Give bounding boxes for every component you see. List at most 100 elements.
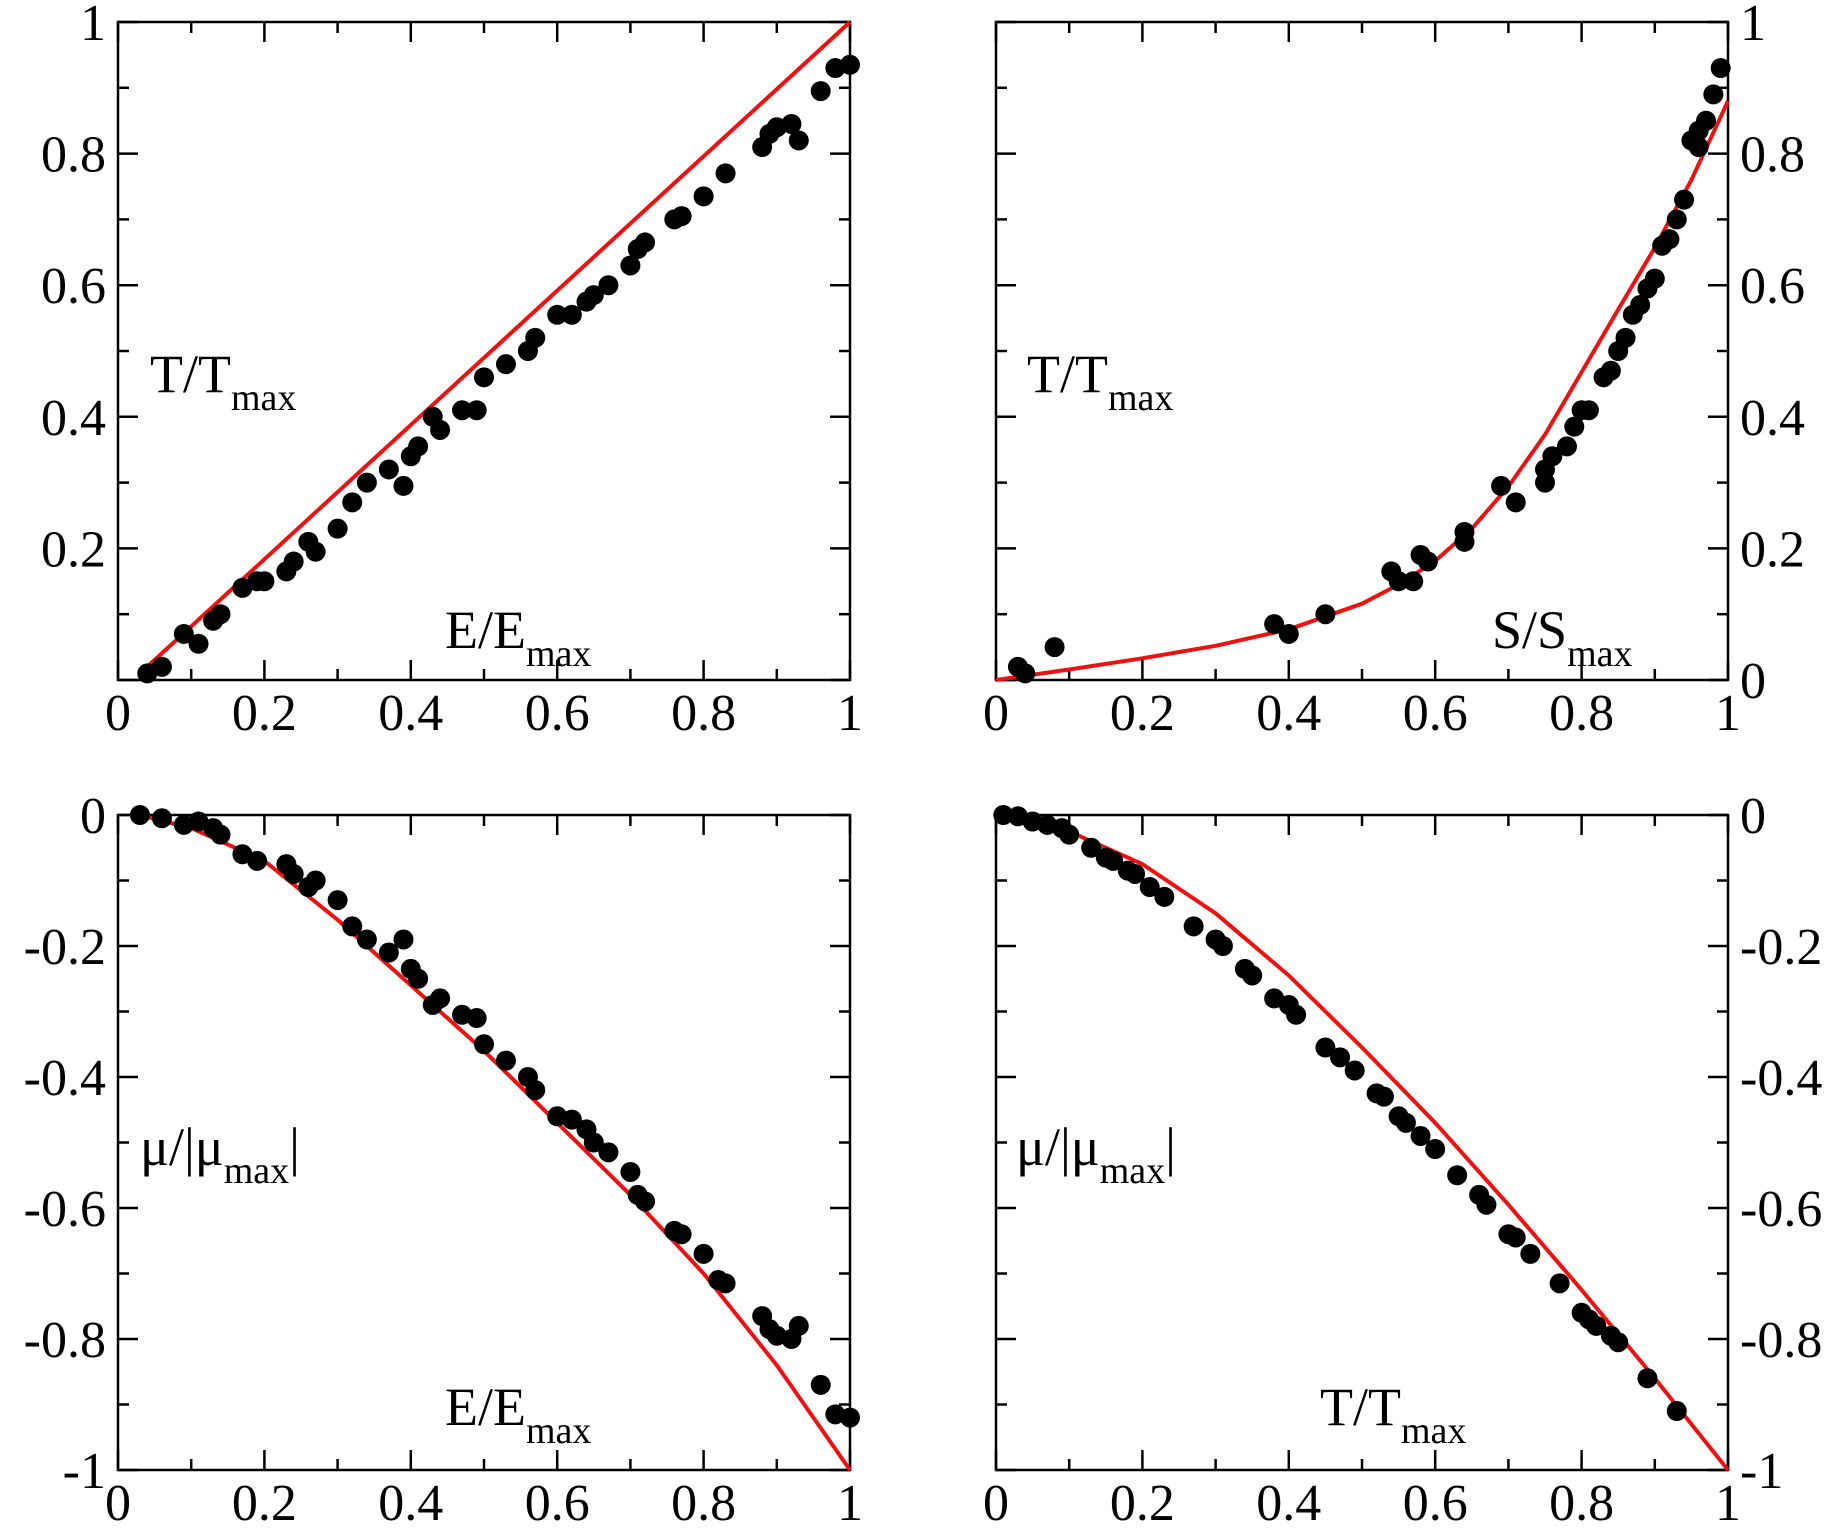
data-point [247, 850, 268, 871]
data-point [1666, 209, 1687, 230]
x-tick-label: 0.2 [1110, 1475, 1175, 1532]
x-tick-label: 0.4 [1256, 1475, 1321, 1532]
data-point [151, 656, 172, 677]
series-line-theory [995, 100, 1730, 682]
data-point [1278, 623, 1299, 644]
data-point [305, 870, 326, 891]
x-tick-label: 0.6 [1403, 1475, 1468, 1532]
data-point [466, 400, 487, 421]
data-point [1615, 327, 1636, 348]
data-point [1212, 936, 1233, 956]
x-tick-label: 0.2 [1110, 685, 1175, 742]
y-tick-label: -0.6 [1740, 1181, 1822, 1238]
panel-bottom-left: 0 0.2 0.4 0.6 0.8 1-1-0.8-0.6-0.4-0.20μ/|μmax… [24, 788, 863, 1532]
data-point [1710, 58, 1731, 79]
data-point [525, 327, 546, 348]
data-point [430, 988, 451, 1009]
data-point [1154, 886, 1175, 907]
data-point [1081, 837, 1102, 858]
x-tick-label: 0.8 [671, 685, 736, 742]
data-point [356, 929, 377, 950]
y-tick-label: 0 [1740, 653, 1766, 710]
data-point [693, 1243, 714, 1264]
x-axis-label-main: T/T [1320, 1377, 1401, 1437]
data-point [1630, 294, 1651, 315]
x-axis-label: E/Emax [445, 1377, 591, 1452]
x-tick-label: 1 [1715, 685, 1741, 742]
data-point [810, 1374, 831, 1395]
data-point [1315, 604, 1336, 625]
x-tick-label: 0.8 [671, 1475, 736, 1532]
data-point [474, 367, 494, 388]
data-point [1139, 877, 1160, 898]
data-point [1703, 84, 1724, 105]
x-tick-label: 0.6 [525, 1475, 590, 1532]
data-point [1125, 863, 1146, 884]
y-tick-label: 1 [1740, 0, 1766, 52]
y-axis-label-suffix: | [289, 1117, 300, 1177]
y-tick-label: 0.4 [1740, 390, 1805, 447]
data-point [408, 968, 429, 989]
y-tick-label: -1 [1740, 1443, 1783, 1500]
data-point [1447, 1165, 1468, 1186]
data-point [327, 890, 348, 911]
data-point [378, 942, 399, 963]
data-point [561, 304, 582, 325]
data-point [1578, 400, 1599, 421]
y-axis-label-sub: max [231, 377, 296, 419]
y-tick-label: 1 [80, 0, 106, 52]
data-point [342, 916, 363, 937]
y-tick-label: 0.2 [1740, 521, 1805, 578]
data-point [788, 130, 809, 151]
data-point [1403, 571, 1424, 592]
data-point [1564, 416, 1585, 437]
x-axis-label-main: S/S [1492, 600, 1567, 660]
data-point [1666, 1401, 1687, 1422]
data-point [583, 285, 604, 306]
data-point [1425, 1139, 1446, 1160]
plot-frame [994, 813, 1730, 1472]
x-tick-label: 0.8 [1549, 685, 1614, 742]
data-point [1520, 1243, 1541, 1264]
x-tick-label: 1 [1715, 1475, 1741, 1532]
x-tick-label: 0 [105, 685, 131, 742]
data-point [1659, 229, 1680, 250]
x-axis-label-sub: max [1401, 1410, 1466, 1452]
data-point [495, 354, 516, 375]
data-point [356, 472, 377, 493]
x-axis-label: S/Smax [1492, 600, 1633, 675]
panel-bottom-right: 0 0.2 0.4 0.6 0.8 1-1-0.8-0.6-0.4-0.20μ/|μmax… [983, 788, 1822, 1532]
y-tick-label: 0.6 [1740, 258, 1805, 315]
x-tick-label: 0.2 [232, 685, 297, 742]
y-axis-label: μ/|μmax| [1016, 1117, 1176, 1192]
y-axis-label: T/Tmax [150, 344, 296, 419]
data-point [1608, 1332, 1629, 1353]
data-point [1476, 1194, 1497, 1215]
data-point [671, 1224, 692, 1245]
y-axis-label-suffix: | [1165, 1117, 1176, 1177]
y-tick-label: -0.4 [1740, 1050, 1822, 1107]
y-tick-label: -0.6 [24, 1181, 106, 1238]
x-tick-label: 1 [837, 685, 863, 742]
data-point [1015, 663, 1036, 684]
y-axis-label-main: μ/|μ [140, 1117, 224, 1177]
data-point [715, 163, 736, 184]
data-point [620, 255, 641, 276]
data-point [1330, 1047, 1351, 1068]
series-line-theory [995, 813, 1730, 1472]
y-tick-label: -0.8 [24, 1312, 106, 1369]
data-point [393, 475, 414, 496]
data-point [1549, 1273, 1570, 1294]
data-point [1505, 492, 1526, 513]
data-point [781, 113, 802, 134]
data-point [129, 805, 150, 825]
data-point [466, 1008, 487, 1029]
x-tick-label: 0.4 [378, 1475, 443, 1532]
data-point [1103, 850, 1124, 871]
x-tick-label: 0 [983, 1475, 1009, 1532]
x-axis-label: T/Tmax [1320, 1377, 1466, 1452]
data-point [1586, 1315, 1607, 1336]
data-point [840, 54, 860, 75]
